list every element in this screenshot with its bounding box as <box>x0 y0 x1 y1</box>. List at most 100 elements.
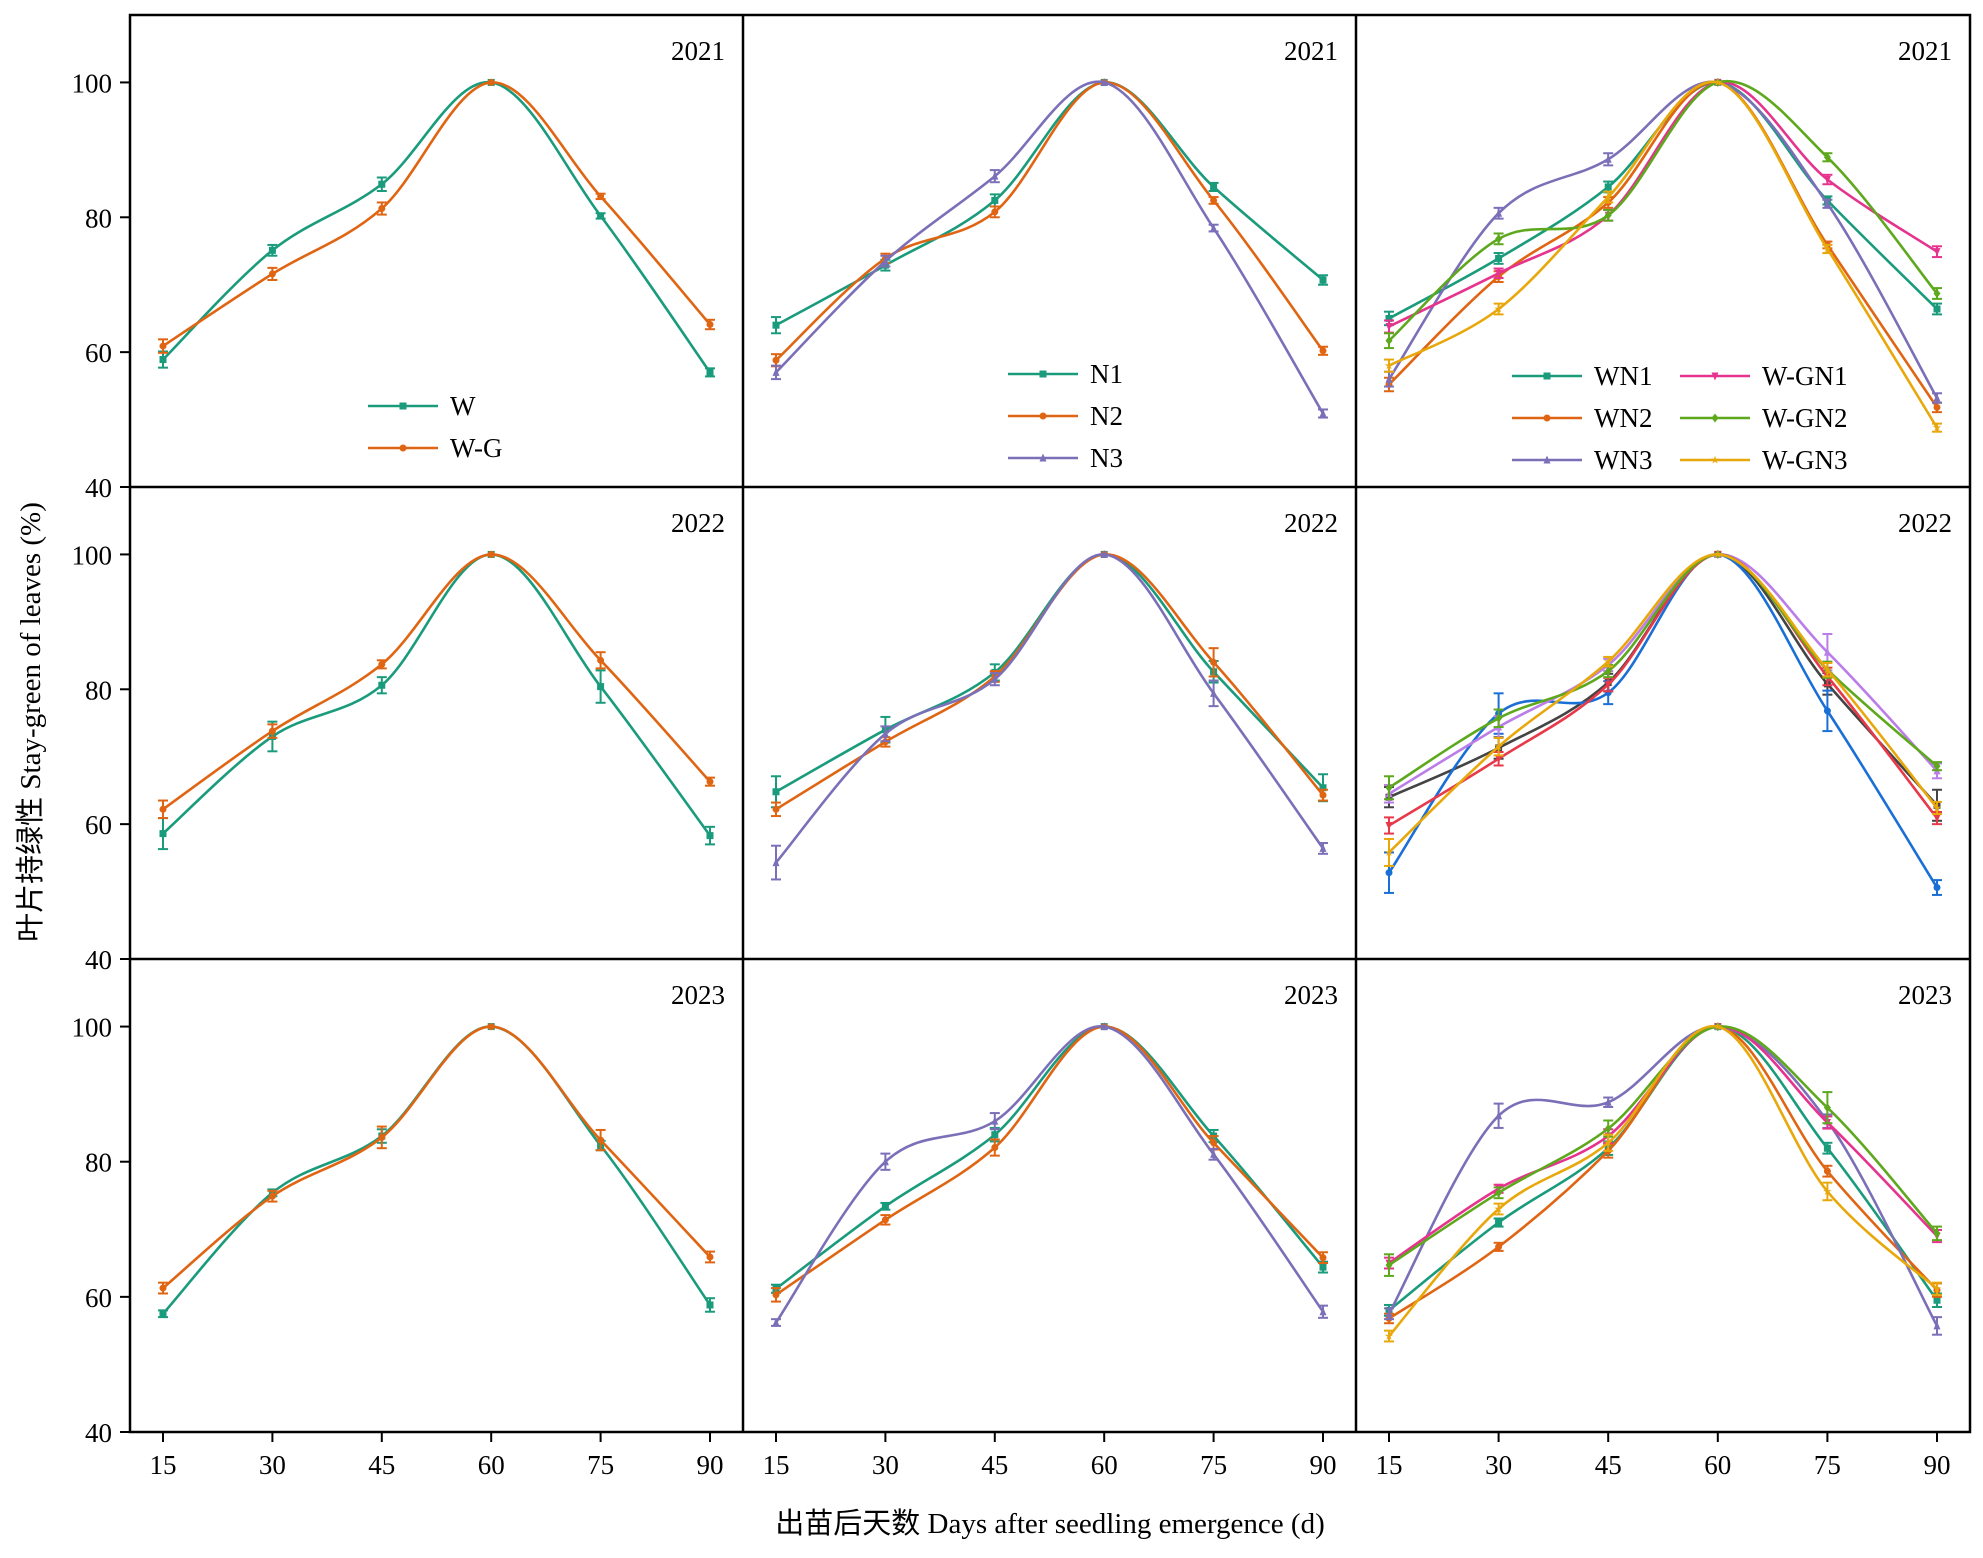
data-point <box>597 683 605 691</box>
data-point <box>1713 77 1723 87</box>
series-WN2 <box>1384 78 1942 414</box>
data-point <box>159 1284 167 1292</box>
series-W-GN1 <box>1384 78 1942 334</box>
series-line <box>162 81 711 348</box>
series-line <box>162 1025 711 1290</box>
x-tick-label: 75 <box>1200 1450 1227 1480</box>
data-point <box>1384 1331 1394 1340</box>
data-point <box>399 444 407 452</box>
series-N1 <box>771 550 1328 809</box>
data-point <box>1933 1296 1941 1304</box>
panel-3-2: 2023 <box>771 980 1338 1327</box>
legend-label: WN2 <box>1594 403 1652 433</box>
axes: 40 60 80 100 40 60 80 100 40 60 80 100 15 30 45 60 75 90 1… <box>72 68 1951 1480</box>
series-line <box>1388 553 1938 789</box>
data-point <box>378 180 386 188</box>
data-point <box>1933 761 1941 771</box>
data-point <box>1711 372 1719 381</box>
series-s4 <box>1384 550 1942 835</box>
panel-3-3: 2023 <box>1384 980 1952 1343</box>
y-tick-label: 100 <box>72 1013 113 1043</box>
data-point <box>1385 314 1393 322</box>
data-point <box>1385 336 1393 346</box>
x-tick-label: 60 <box>1091 1450 1118 1480</box>
x-tick-label: 90 <box>1310 1450 1337 1480</box>
data-point <box>487 550 495 558</box>
data-point <box>1100 77 1108 86</box>
data-point <box>1495 208 1503 217</box>
data-point <box>1384 361 1394 370</box>
series-line <box>1387 80 1939 399</box>
panel-1-2: 2021 N1 N2 N3 <box>771 36 1338 473</box>
y-tick-label: 100 <box>72 68 113 98</box>
x-tick-label: 90 <box>697 1450 724 1480</box>
x-tick-label: 15 <box>1376 1450 1403 1480</box>
series-line <box>1388 1025 1938 1267</box>
data-point <box>706 1301 714 1309</box>
series-N3 <box>771 1022 1328 1327</box>
data-point <box>1932 803 1942 812</box>
data-point <box>1932 423 1942 432</box>
data-point <box>1210 688 1218 697</box>
data-point <box>1494 304 1503 313</box>
series-line <box>162 553 712 837</box>
data-point <box>706 832 714 840</box>
series-line <box>775 1025 1324 1290</box>
data-point <box>772 367 780 376</box>
data-point <box>597 192 605 200</box>
x-tick-label: 60 <box>478 1450 505 1480</box>
data-point <box>1495 254 1503 262</box>
panel-2-3: 2022 <box>1384 508 1952 896</box>
data-point <box>1603 657 1613 666</box>
data-point <box>1210 183 1218 191</box>
data-point <box>991 674 999 683</box>
data-point <box>1319 1307 1327 1316</box>
data-point <box>1494 742 1503 751</box>
data-point <box>378 660 386 668</box>
data-point <box>991 208 999 216</box>
panel-1-3: 2021 WN1 WN2 WN3 W-GN1 W-GN2 W-GN3 <box>1384 36 1952 475</box>
series-line <box>162 553 711 811</box>
panel-year: 2021 <box>671 36 725 66</box>
data-point <box>1385 869 1393 877</box>
y-tick-label: 60 <box>85 1283 112 1313</box>
series-line <box>774 1025 1325 1324</box>
panel-year: 2021 <box>1284 36 1338 66</box>
x-axis-label: 出苗后天数 Days after seedling emergence (d) <box>775 1507 1324 1540</box>
legend-label: W-GN2 <box>1762 403 1847 433</box>
data-point <box>1543 455 1551 464</box>
series-N2 <box>771 550 1328 818</box>
data-point <box>159 356 167 364</box>
data-point <box>1823 244 1832 253</box>
x-tick-label: 30 <box>259 1450 286 1480</box>
legend: WN1 WN2 WN3 W-GN1 W-GN2 W-GN3 <box>1512 361 1847 475</box>
y-tick-label: 40 <box>85 473 112 503</box>
series-N3 <box>771 77 1328 419</box>
series-line <box>775 553 1325 811</box>
x-tick-label: 45 <box>981 1450 1008 1480</box>
data-point <box>1319 784 1327 792</box>
data-point <box>1210 223 1218 232</box>
y-tick-label: 80 <box>85 675 112 705</box>
plot-grid: 2021 W W-G 2021 N1 N2 N3 2021 WN1 WN2 WN3 W-GN1 W-GN… <box>158 36 1952 1343</box>
data-point <box>881 1216 889 1224</box>
data-point <box>1385 1260 1393 1270</box>
data-point <box>1039 453 1047 462</box>
series-line <box>1388 553 1939 827</box>
data-point <box>1319 276 1327 284</box>
data-point <box>1210 196 1218 204</box>
data-point <box>706 368 714 376</box>
data-point <box>1543 414 1551 422</box>
series-N3 <box>771 549 1328 881</box>
series-line <box>1388 1025 1938 1337</box>
series-W-GN2 <box>1384 1022 1942 1277</box>
data-point <box>881 256 889 265</box>
panel-2-1: 2022 <box>158 508 725 851</box>
y-tick-label: 80 <box>85 203 112 233</box>
series-line <box>775 80 1325 415</box>
series-W-GN3 <box>1384 1022 1942 1343</box>
data-point <box>1385 1309 1393 1318</box>
series-W <box>158 1023 715 1319</box>
series-W-G <box>158 1023 715 1295</box>
data-point <box>1210 1139 1218 1147</box>
